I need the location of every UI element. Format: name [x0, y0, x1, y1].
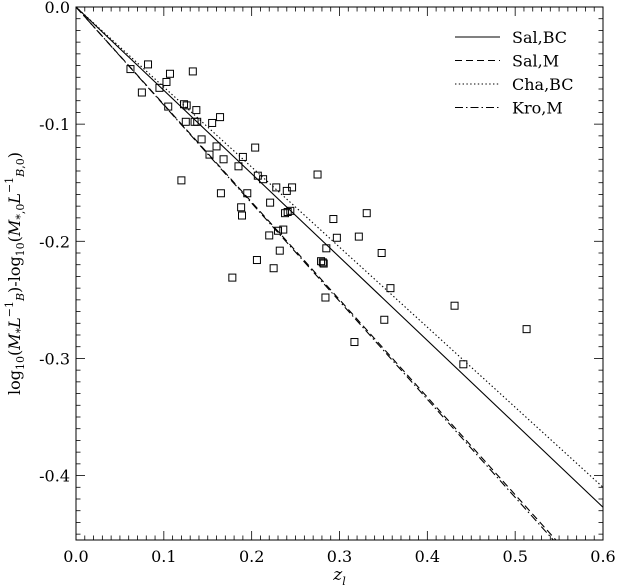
- x-tick-label: 0.4: [415, 547, 440, 566]
- data-point: [377, 249, 386, 257]
- data-point: [354, 232, 363, 241]
- data-point: [155, 83, 164, 92]
- legend: Sal,BC Sal,M Cha,BC Kro,M: [455, 28, 573, 118]
- x-tick-labels: 0.0 0.1 0.2 0.3 0.4 0.5 0.6: [63, 547, 615, 566]
- data-point: [216, 113, 225, 122]
- data-point: [162, 77, 171, 86]
- data-point: [188, 67, 197, 76]
- legend-label: Sal,BC: [512, 28, 567, 47]
- data-point: [137, 88, 146, 97]
- data-point: [275, 246, 284, 255]
- data-point: [362, 209, 371, 218]
- y-tick-labels: 0.0 -0.1 -0.2 -0.3 -0.4: [39, 0, 70, 486]
- data-point: [165, 69, 174, 78]
- data-point: [197, 135, 206, 144]
- data-point: [259, 175, 268, 184]
- data-point: [522, 325, 531, 334]
- data-point: [144, 60, 153, 69]
- y-tick-label: 0.0: [45, 0, 70, 17]
- line-sal-bc: [76, 7, 603, 508]
- data-point: [313, 170, 322, 179]
- y-tick-label: -0.3: [39, 349, 70, 368]
- data-point: [208, 118, 217, 127]
- data-point: [234, 162, 243, 171]
- data-point: [319, 259, 328, 268]
- plot-frame: [75, 6, 604, 541]
- x-axis-label-main: z: [332, 565, 343, 585]
- data-point: [317, 257, 326, 266]
- data-point: [180, 100, 189, 109]
- data-point: [237, 203, 246, 212]
- data-point: [283, 208, 292, 216]
- x-tick-label: 0.2: [239, 547, 264, 566]
- y-axis-label: log10(M*L−1B)-log10(M*,0L−1B,0): [3, 152, 27, 395]
- data-point: [329, 215, 338, 224]
- data-point: [219, 155, 228, 164]
- data-point: [164, 102, 173, 111]
- legend-label: Cha,BC: [512, 75, 573, 94]
- data-point: [269, 264, 278, 273]
- line-kro-m: [76, 7, 555, 540]
- data-point: [459, 360, 468, 369]
- data-point: [177, 176, 186, 185]
- x-tick-label: 0.3: [327, 547, 352, 566]
- data-point: [380, 315, 389, 324]
- data-point: [318, 258, 327, 267]
- data-point: [265, 231, 274, 240]
- data-point: [181, 117, 190, 126]
- data-points: [126, 60, 531, 369]
- data-point: [321, 293, 330, 302]
- y-tick-label: -0.2: [39, 232, 70, 251]
- data-point: [251, 143, 260, 152]
- data-point: [332, 233, 341, 242]
- data-point: [288, 183, 297, 192]
- data-point: [243, 189, 252, 198]
- data-point: [281, 209, 290, 218]
- data-point: [279, 225, 288, 234]
- x-tick-label: 0.1: [151, 547, 176, 566]
- data-point: [126, 65, 135, 74]
- data-point: [266, 198, 275, 207]
- data-point: [450, 301, 459, 310]
- data-point: [386, 284, 395, 293]
- line-cha-bc: [76, 7, 603, 488]
- data-point: [322, 244, 331, 253]
- data-point: [274, 226, 283, 235]
- data-point: [272, 183, 281, 192]
- model-lines: [76, 7, 603, 540]
- data-point: [182, 101, 191, 110]
- data-point: [193, 117, 202, 126]
- line-sal-m: [76, 7, 557, 540]
- data-point: [192, 106, 201, 115]
- x-tick-label: 0.0: [63, 547, 88, 566]
- data-point: [205, 150, 214, 159]
- data-point: [350, 338, 359, 347]
- legend-label: Sal,M: [512, 52, 559, 71]
- data-point: [228, 273, 237, 282]
- data-point: [216, 189, 225, 198]
- data-point: [212, 142, 221, 151]
- legend-label: Kro,M: [512, 99, 563, 118]
- x-tick-label: 0.5: [502, 547, 527, 566]
- y-tick-label: -0.4: [39, 467, 70, 486]
- data-point: [238, 152, 247, 161]
- x-axis-label: zl: [332, 565, 346, 588]
- data-point: [286, 206, 295, 215]
- y-tick-label: -0.1: [39, 115, 70, 134]
- data-point: [252, 256, 261, 265]
- x-axis-label-sub: l: [342, 575, 346, 588]
- data-point: [238, 211, 247, 220]
- x-tick-label: 0.6: [590, 547, 615, 566]
